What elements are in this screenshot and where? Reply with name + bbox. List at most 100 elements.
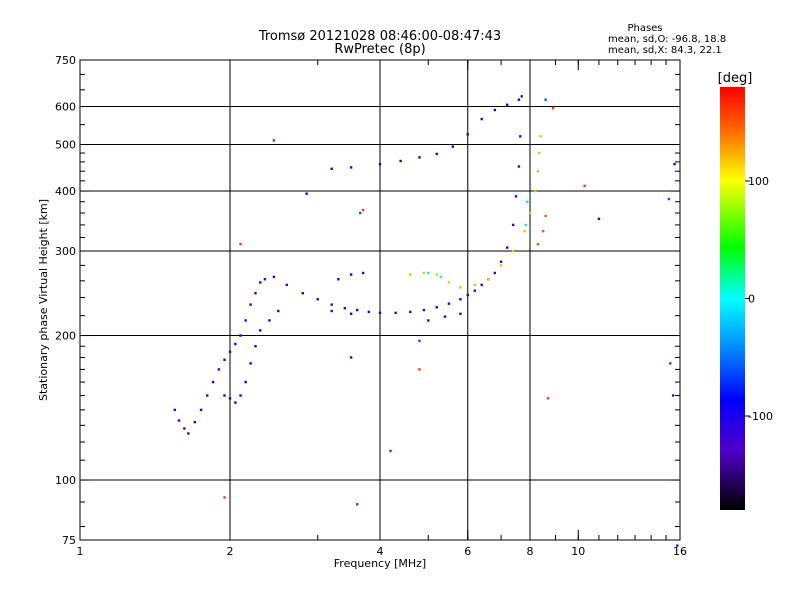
data-point [480, 283, 483, 287]
data-point [378, 311, 382, 315]
x-tick-label: 16 [673, 545, 687, 558]
y-tick-label: 100 [55, 474, 76, 487]
data-point [285, 283, 288, 287]
data-point [259, 329, 262, 332]
data-point [499, 260, 503, 263]
data-point [305, 192, 308, 195]
data-point [597, 217, 601, 221]
data-point [459, 312, 462, 315]
data-point [249, 362, 252, 365]
data-point [337, 278, 340, 281]
x-tick-label: 10 [571, 545, 585, 558]
data-point [520, 95, 523, 98]
data-point [234, 401, 237, 404]
y-tick-label: 200 [55, 330, 76, 343]
data-point [480, 117, 483, 121]
data-point [427, 271, 430, 275]
data-point [228, 397, 232, 400]
data-point [418, 156, 421, 159]
data-point [349, 312, 353, 315]
data-point [459, 298, 462, 301]
data-point [538, 151, 541, 155]
data-point [259, 281, 262, 284]
data-point [447, 281, 451, 284]
data-point [239, 394, 242, 397]
data-point [349, 166, 353, 169]
data-point [473, 289, 477, 292]
data-point [268, 319, 271, 322]
x-axis-label: Frequency [MHz] [334, 557, 426, 570]
x-tick-label: 8 [527, 545, 534, 558]
data-point [223, 394, 226, 397]
data-point [173, 408, 177, 412]
data-point [187, 432, 190, 435]
data-point [435, 273, 438, 276]
data-point [536, 169, 540, 173]
y-tick-label: 75 [62, 534, 76, 547]
data-point [473, 283, 477, 287]
data-point [361, 271, 365, 275]
data-point [667, 197, 671, 201]
data-point [205, 394, 209, 397]
data-point [349, 356, 353, 359]
colorbar [720, 87, 745, 510]
data-point [272, 275, 276, 279]
data-point [422, 271, 426, 275]
data-point [671, 394, 675, 397]
data-point [505, 103, 509, 106]
data-point [409, 310, 412, 314]
data-point [183, 427, 186, 430]
data-point [466, 133, 469, 136]
data-point [493, 271, 497, 275]
data-point [511, 223, 515, 227]
data-point [355, 503, 359, 506]
y-tick-label: 400 [55, 185, 76, 198]
data-point [524, 223, 528, 227]
data-point [541, 229, 545, 233]
y-tick-label: 500 [55, 139, 76, 152]
data-point [301, 292, 305, 295]
x-tick-label: 6 [464, 545, 471, 558]
data-point [358, 211, 362, 215]
data-point [211, 380, 215, 384]
data-point [193, 420, 197, 424]
stats-line-o: mean, sd,O: -96.8, 18.8 [608, 34, 726, 45]
data-point [223, 496, 226, 499]
data-point [539, 135, 542, 138]
data-point [399, 159, 402, 163]
data-point [526, 200, 529, 203]
stats-line-x: mean, sd,X: 84.3, 22.1 [608, 45, 722, 56]
x-tick-label: 1 [77, 545, 84, 558]
data-point [330, 309, 333, 313]
data-point [199, 408, 203, 412]
data-point [459, 286, 462, 289]
colorbar-ticks: 100 0 -100 [745, 175, 773, 423]
data-point [528, 211, 532, 215]
data-point [409, 273, 412, 276]
y-tick-label: 300 [55, 245, 76, 258]
y-axis-label: Stationary phase Virtual Height [km] [37, 199, 50, 401]
data-point [272, 139, 276, 142]
data-point [418, 339, 421, 343]
data-point [367, 310, 371, 314]
data-point [263, 278, 267, 281]
data-point [422, 308, 426, 312]
data-point [544, 214, 547, 218]
data-point [244, 380, 247, 384]
data-point [546, 397, 550, 400]
data-point [234, 342, 237, 346]
data-point [249, 303, 252, 306]
data-point [505, 246, 509, 249]
data-point [523, 229, 526, 233]
data-point [673, 162, 676, 166]
data-point [551, 107, 555, 110]
data-point [544, 98, 547, 101]
data-point [277, 309, 280, 313]
colorbar-tick-label: -100 [748, 410, 773, 423]
data-point [228, 350, 232, 353]
data-point [536, 242, 540, 246]
data-point [378, 162, 382, 166]
data-point [519, 135, 522, 138]
data-point [244, 319, 247, 322]
